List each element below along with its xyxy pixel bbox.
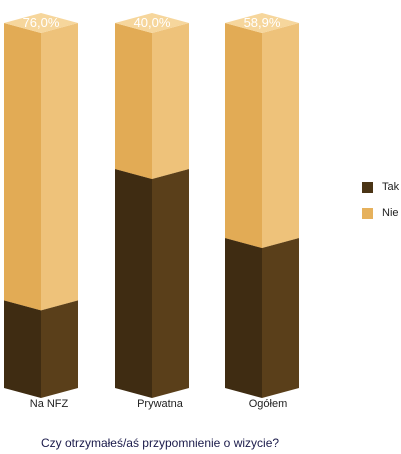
- bar-left-face-na-nfz-nie: [4, 23, 41, 311]
- bar-right-face-og-em-tak: [262, 237, 299, 398]
- category-label-ogolem: Ogółem: [248, 398, 288, 410]
- legend-swatch-tak: [362, 181, 373, 193]
- legend-swatch-nie: [362, 207, 373, 219]
- chart-question: Czy otrzymałeś/aś przypomnienie o wizyci…: [40, 436, 280, 450]
- bar-top-face-na-nfz-nie: [4, 13, 78, 33]
- bar-right-face-prywatna-nie: [152, 23, 189, 179]
- bar-left-face-prywatna-nie: [115, 23, 152, 179]
- bar-right-face-prywatna-tak: [152, 169, 189, 398]
- bar-left-face-og-em-nie: [225, 23, 262, 248]
- bar-right-face-og-em-nie: [262, 23, 299, 248]
- data-label-og-em-nie: 58,9%: [244, 15, 281, 30]
- data-label-na-nfz-nie: 76,0%: [23, 15, 60, 30]
- category-label-prywatna: Prywatna: [137, 398, 183, 410]
- legend-label-nie: Nie: [382, 207, 399, 219]
- bar-left-face-prywatna-tak: [115, 169, 152, 398]
- legend-label-tak: Tak: [382, 181, 400, 193]
- legend-item-tak: Tak: [362, 181, 399, 193]
- bar-top-face-og-em-nie: [225, 13, 299, 33]
- bar-left-face-og-em-tak: [225, 237, 262, 398]
- bar-right-face-na-nfz-tak: [41, 300, 78, 398]
- bar-left-face-na-nfz-tak: [4, 300, 41, 398]
- bar-top-face-prywatna-nie: [115, 13, 189, 33]
- data-label-prywatna-nie: 40,0%: [134, 15, 171, 30]
- legend-item-nie: Nie: [362, 207, 399, 219]
- category-label-na-nfz: Na NFZ: [29, 398, 69, 410]
- bar-right-face-na-nfz-nie: [41, 23, 78, 311]
